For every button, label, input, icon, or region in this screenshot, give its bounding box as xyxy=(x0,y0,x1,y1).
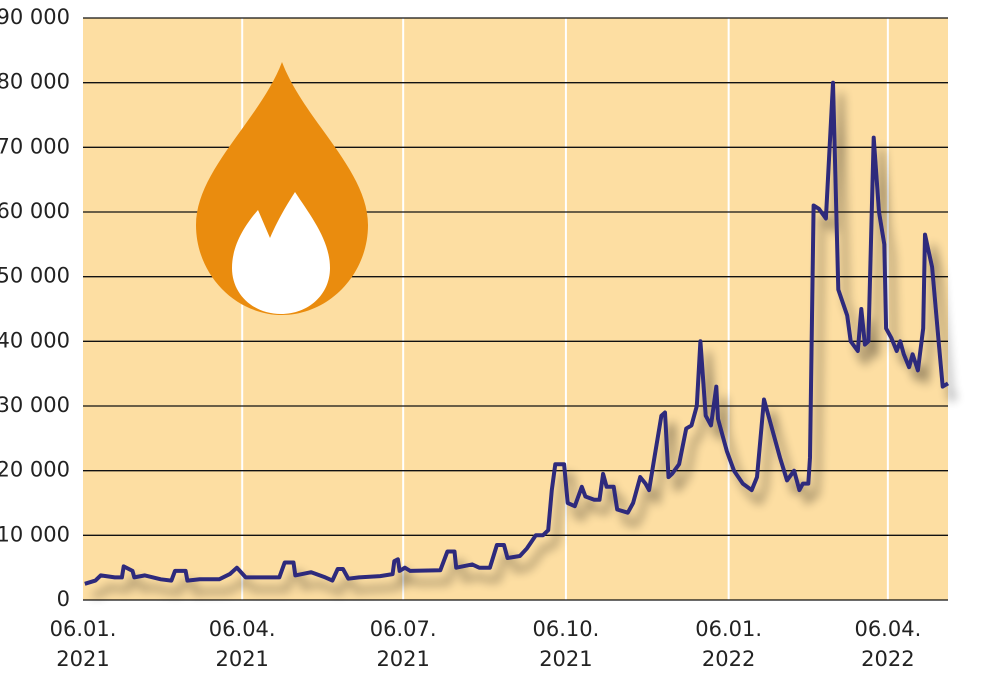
y-tick-label: 30 000 xyxy=(0,393,70,417)
x-tick-label: 06.10. 2021 xyxy=(533,617,600,671)
x-tick-label: 06.04. 2022 xyxy=(854,617,921,671)
x-tick-label: 06.01. 2022 xyxy=(695,617,762,671)
x-tick-label-line: 06.01. xyxy=(695,617,762,641)
y-tick-label: 40 000 xyxy=(0,328,70,352)
x-tick-label-line: 2021 xyxy=(376,647,429,671)
x-tick-label: 06.01. 2021 xyxy=(50,617,117,671)
x-tick-label-line: 2022 xyxy=(702,647,755,671)
data-line xyxy=(84,80,950,586)
x-tick-label-line: 06.04. xyxy=(209,617,276,641)
x-tick-label-line: 2021 xyxy=(215,647,268,671)
x-tick-label-line: 2021 xyxy=(539,647,592,671)
y-tick-label: 90 000 xyxy=(0,5,70,29)
plot-area xyxy=(83,18,948,600)
x-tick-label-line: 06.01. xyxy=(50,617,117,641)
y-tick-label: 80 000 xyxy=(0,70,70,94)
y-tick-label: 0 xyxy=(57,587,70,611)
y-tick-label: 60 000 xyxy=(0,199,70,223)
flame-icon xyxy=(196,62,368,315)
x-tick-label: 06.07. 2021 xyxy=(370,617,437,671)
x-tick-label: 06.04. 2021 xyxy=(209,617,276,671)
x-tick-label-line: 06.07. xyxy=(370,617,437,641)
y-tick-label: 70 000 xyxy=(0,134,70,158)
x-tick-label-line: 06.10. xyxy=(533,617,600,641)
y-tick-label: 10 000 xyxy=(0,522,70,546)
x-tick-label-line: 2022 xyxy=(861,647,914,671)
x-tick-label-line: 06.04. xyxy=(854,617,921,641)
y-tick-label: 20 000 xyxy=(0,458,70,482)
x-tick-label-line: 2021 xyxy=(56,647,109,671)
y-tick-label: 50 000 xyxy=(0,264,70,288)
